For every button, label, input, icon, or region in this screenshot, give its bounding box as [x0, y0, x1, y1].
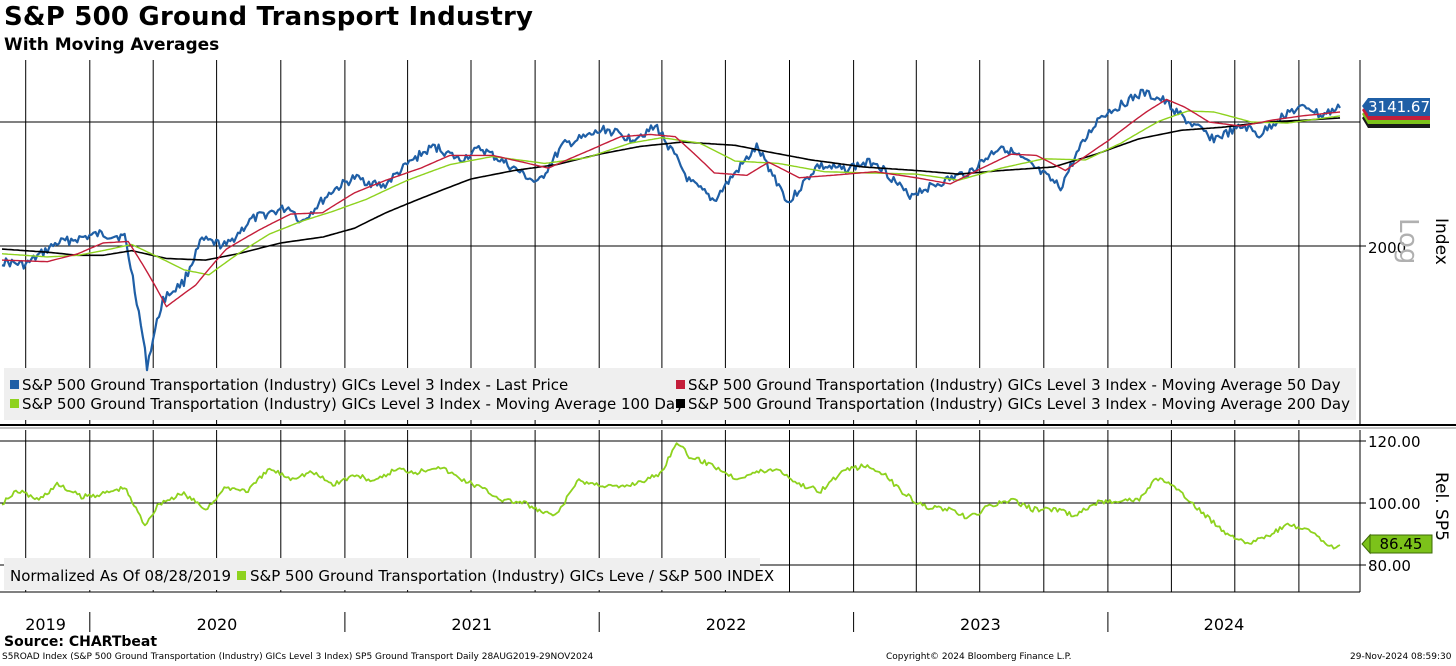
horizontal-gridlines: [0, 121, 1360, 566]
footer-timestamp: 29-Nov-2024 08:59:30: [1350, 652, 1452, 662]
x-year-label-2021: 2021: [451, 615, 492, 634]
main-series-lines: [1, 88, 1341, 372]
chart-subtitle: With Moving Averages: [4, 35, 220, 55]
rel-flag: [1369, 534, 1433, 554]
rel-flag-value: 86.45: [1380, 535, 1423, 553]
legend-swatch-ma50: [676, 380, 685, 389]
rel-legend-box: [4, 558, 760, 590]
legend-label-ma100: S&P 500 Ground Transportation (Industry)…: [22, 395, 684, 413]
rel-y-axis-label: Rel. SP5: [1431, 472, 1451, 541]
ma200-line: [1, 117, 1341, 261]
footer-copyright: Copyright© 2024 Bloomberg Finance L.P.: [886, 652, 1072, 662]
relative-line: [1, 442, 1341, 550]
rel-ytick-label: 120.00: [1368, 433, 1421, 451]
chart-title: S&P 500 Ground Transport Industry: [4, 2, 534, 32]
legend-swatch-price: [10, 380, 19, 389]
log-scale-label: Log: [1393, 218, 1423, 264]
x-year-label-2022: 2022: [706, 615, 747, 634]
legend-swatch-ma100: [10, 399, 19, 408]
legend-label-price: S&P 500 Ground Transportation (Industry)…: [22, 376, 568, 394]
rel-ytick-label: 100.00: [1368, 495, 1421, 513]
source-note: Source: CHARTbeat: [4, 634, 158, 650]
main-ytick-label-2000: 2000: [1368, 239, 1406, 257]
rel-legend-prefix: Normalized As Of 08/28/2019: [10, 567, 231, 585]
x-year-label-2024: 2024: [1204, 615, 1245, 634]
legend-label-ma50: S&P 500 Ground Transportation (Industry)…: [688, 376, 1341, 394]
x-year-label-2019: 2019: [25, 615, 66, 634]
main-legend-box: [4, 368, 1356, 420]
main-y-axis-label: Index: [1431, 218, 1451, 265]
rel-ytick-label: 80.00: [1368, 557, 1411, 575]
main-legend: S&P 500 Ground Transportation (Industry)…: [10, 376, 1350, 413]
vertical-gridlines: [25, 60, 1300, 592]
x-year-label-2023: 2023: [960, 615, 1001, 634]
x-axis-year-labels: 2019 2020 2021 2022 2023 2024: [25, 612, 1244, 634]
price-line: [1, 88, 1341, 372]
legend-swatch-ma200: [676, 399, 685, 408]
x-year-label-2020: 2020: [197, 615, 238, 634]
price-flag: [1368, 98, 1430, 116]
ma100-line: [1, 110, 1341, 276]
legend-label-ma200: S&P 500 Ground Transportation (Industry)…: [688, 395, 1350, 413]
price-flag-arrow: [1362, 98, 1368, 114]
rel-legend-swatch: [237, 571, 246, 580]
rel-flag-arrow: [1361, 533, 1371, 555]
relative-series-lines: [1, 442, 1341, 550]
ma50-line: [1, 98, 1341, 308]
price-flag-value: 3141.67: [1368, 98, 1430, 116]
rel-y-ticks: 120.00 100.00 80.00: [1360, 433, 1421, 575]
footer-ticker-description: S5ROAD Index (S&P 500 Ground Transportat…: [2, 652, 594, 662]
rel-legend-label: S&P 500 Ground Transportation (Industry)…: [250, 567, 774, 585]
